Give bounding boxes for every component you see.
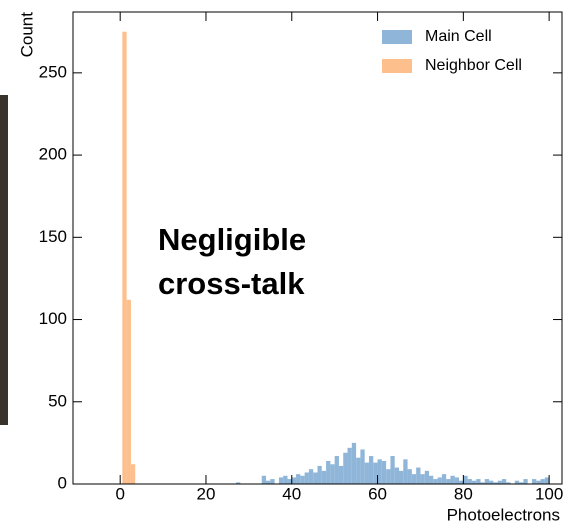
y-tick-label: 50	[48, 391, 67, 410]
legend-label: Neighbor Cell	[425, 57, 522, 74]
histogram-bar	[368, 456, 374, 484]
histogram-bar	[296, 474, 301, 484]
histogram-bar	[493, 482, 498, 484]
histogram-bar	[373, 462, 378, 484]
histogram-bar	[519, 482, 524, 484]
histogram-bar	[386, 469, 391, 484]
x-tick-label: 80	[454, 484, 473, 503]
x-tick-label: 20	[197, 484, 216, 503]
histogram-bar	[130, 464, 136, 484]
histogram-bar	[536, 480, 541, 484]
x-tick-label: 60	[368, 484, 387, 503]
legend-swatch	[382, 59, 412, 73]
histogram-bar	[407, 469, 412, 484]
histogram-bar	[330, 464, 335, 484]
histogram-bar	[399, 470, 404, 484]
histogram-bar	[459, 480, 464, 484]
histogram-bar	[266, 480, 271, 484]
histogram-bar	[390, 456, 395, 484]
y-tick-label: 0	[58, 473, 67, 492]
histogram-bar	[278, 477, 284, 484]
histogram-bar	[540, 479, 545, 484]
histogram-bar	[484, 479, 490, 484]
histogram-bar	[424, 470, 430, 484]
histogram-bar	[356, 457, 361, 484]
histogram-bar	[463, 475, 468, 484]
histogram-bar	[287, 479, 292, 484]
histogram-bar	[411, 474, 417, 484]
histogram-bar	[270, 479, 275, 484]
histogram-bar	[338, 465, 344, 484]
histogram-bar	[321, 470, 327, 484]
x-tick-label: 100	[535, 484, 563, 503]
histogram-bar	[326, 460, 331, 484]
histogram-bar	[377, 459, 382, 484]
annotation: cross-talk	[158, 266, 305, 301]
histogram-bar	[308, 469, 314, 484]
histogram-bar	[544, 477, 550, 484]
cropped-photo	[0, 95, 8, 425]
histogram-bar	[501, 479, 507, 484]
histogram-bar	[489, 480, 494, 484]
legend-swatch	[382, 30, 412, 44]
histogram-bar	[300, 475, 305, 484]
histogram-bar	[360, 449, 365, 484]
histogram-bar	[433, 479, 438, 484]
histogram-bar	[343, 452, 348, 484]
histogram-bar	[506, 482, 511, 484]
histogram-bar	[450, 475, 455, 484]
histogram-bar	[261, 475, 267, 484]
legend-label: Main Cell	[425, 28, 492, 45]
histogram-bar	[394, 467, 399, 484]
histogram-bar	[441, 474, 447, 484]
histogram-bar	[126, 299, 131, 484]
histogram-bar	[317, 465, 322, 484]
histogram-bar	[291, 477, 297, 484]
histogram-bar	[304, 472, 309, 484]
histogram-bar	[476, 479, 481, 484]
x-tick-label: 0	[115, 484, 124, 503]
histogram-bar	[523, 479, 528, 484]
histogram-bar	[437, 477, 442, 484]
x-axis-label: Photoelectrons	[447, 505, 560, 524]
histogram-bar	[236, 482, 241, 484]
histogram-bar	[334, 456, 339, 484]
histogram-bar	[454, 477, 460, 484]
histogram-bar	[429, 475, 434, 484]
histogram-bar	[446, 479, 451, 484]
histogram-bar	[497, 480, 502, 484]
histogram-bar	[420, 474, 425, 484]
y-tick-label: 100	[39, 309, 67, 328]
histogram-bar	[381, 460, 387, 484]
histogram-bar	[471, 480, 477, 484]
histogram-bar	[416, 467, 421, 484]
plot-frame	[72, 11, 563, 485]
y-tick-label: 200	[39, 145, 67, 164]
y-tick-label: 150	[39, 227, 67, 246]
histogram-bar	[467, 479, 472, 484]
histogram-bar	[480, 482, 485, 484]
histogram-bar	[403, 459, 408, 484]
histogram-bar	[514, 480, 520, 484]
histogram-bar	[351, 442, 357, 484]
histogram-bar	[313, 472, 318, 484]
histogram-bar	[122, 31, 127, 484]
histogram-bar	[364, 462, 369, 484]
histogram-bar	[531, 479, 537, 484]
y-axis-label: Count	[17, 12, 36, 58]
annotation: Negligible	[158, 222, 306, 257]
histogram-bar	[347, 447, 352, 484]
histogram-bar	[283, 475, 288, 484]
x-tick-label: 40	[282, 484, 301, 503]
y-tick-label: 250	[39, 62, 67, 81]
